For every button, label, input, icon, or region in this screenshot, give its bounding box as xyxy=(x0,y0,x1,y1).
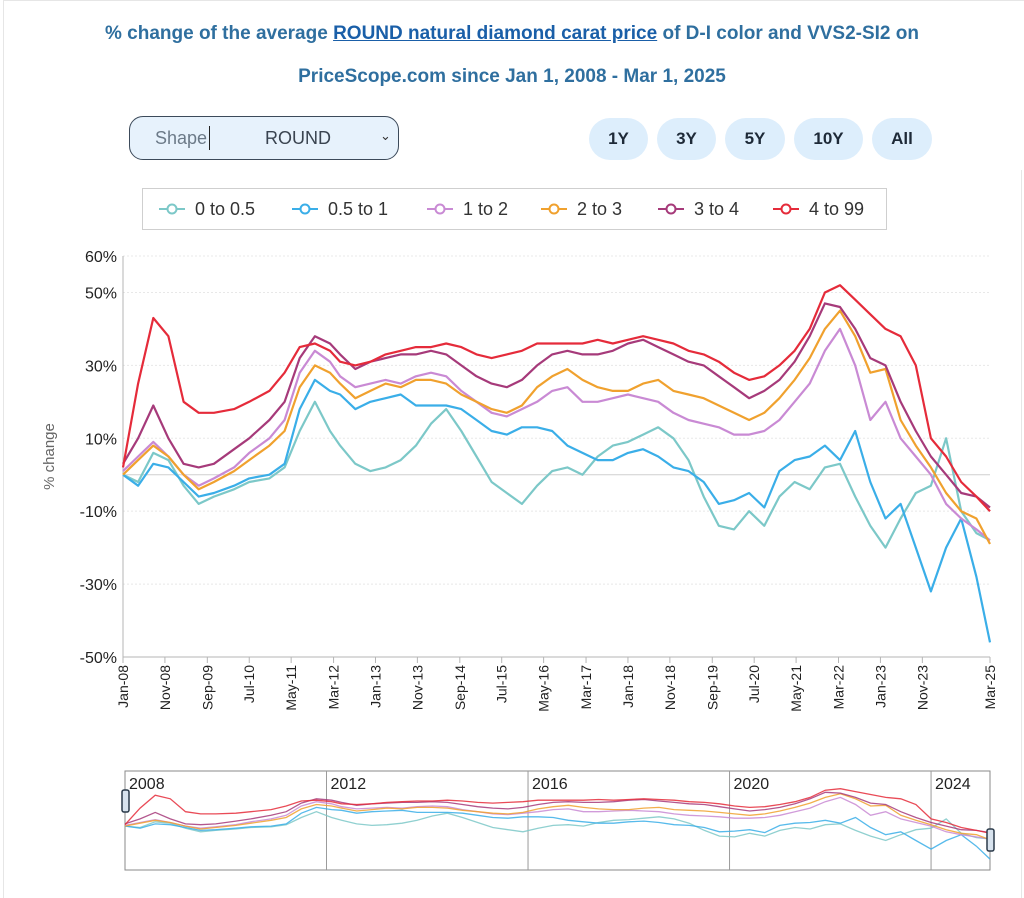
x-tick-label: Sep-09 xyxy=(199,665,215,710)
chevron-down-icon[interactable]: ⌄ xyxy=(380,128,391,143)
title-suffix: of D-I color and VVS2-SI2 on xyxy=(657,23,919,44)
navigator-series-line xyxy=(124,788,991,834)
navigator-series-line xyxy=(124,791,991,834)
frame-left-border xyxy=(3,0,4,898)
y-tick-label: -10% xyxy=(80,504,117,521)
shape-select[interactable]: Shape ROUND ⌄ xyxy=(129,116,399,160)
x-tick-label: Jan-23 xyxy=(872,665,888,708)
range-button-1y[interactable]: 1Y xyxy=(589,118,648,160)
x-tick-label: Jan-13 xyxy=(367,665,383,708)
navigator-year-label: 2024 xyxy=(935,776,971,793)
navigator-year-label: 2008 xyxy=(129,776,165,793)
x-tick-label: Jan-18 xyxy=(620,665,636,708)
legend-item-1-to-2[interactable]: 1 to 2 xyxy=(427,189,522,229)
series-line-0-to-0-5 xyxy=(122,400,991,549)
legend-item-4-to-99[interactable]: 4 to 99 xyxy=(773,189,878,229)
y-axis-title: % change xyxy=(41,423,58,490)
navigator-year-label: 2020 xyxy=(734,776,770,793)
range-button-10y[interactable]: 10Y xyxy=(794,118,863,160)
series-line-4-to-99 xyxy=(121,284,991,512)
x-tick-label: Jul-10 xyxy=(241,665,257,703)
shape-select-value: ROUND xyxy=(265,128,331,148)
legend-marker-icon xyxy=(541,203,567,215)
chart-title: % change of the average ROUND natural di… xyxy=(0,12,1024,98)
range-button-all[interactable]: All xyxy=(872,118,932,160)
navigator-series-line xyxy=(124,796,991,840)
y-tick-label: -50% xyxy=(80,650,117,667)
title-line-1: % change of the average ROUND natural di… xyxy=(0,12,1024,55)
x-tick-label: Mar-22 xyxy=(831,665,847,710)
range-button-5y[interactable]: 5Y xyxy=(725,118,785,160)
title-line-2: PriceScope.com since Jan 1, 2008 - Mar 1… xyxy=(298,66,726,87)
legend-label: 2 to 3 xyxy=(577,199,623,219)
legend-item-3-to-4[interactable]: 3 to 4 xyxy=(658,189,753,229)
legend-label: 4 to 99 xyxy=(809,199,865,219)
x-tick-label: Jan-08 xyxy=(115,665,131,708)
series-line-0-5-to-1 xyxy=(122,378,992,643)
legend-label: 0.5 to 1 xyxy=(328,199,389,219)
navigator-series-line xyxy=(124,793,991,841)
legend-marker-icon xyxy=(159,203,185,215)
frame-right-border xyxy=(1021,170,1022,898)
navigator-year-label: 2012 xyxy=(331,776,367,793)
legend-marker-icon xyxy=(292,203,318,215)
x-tick-label: May-11 xyxy=(283,665,299,711)
x-tick-label: Sep-19 xyxy=(704,665,720,710)
frame-top-border xyxy=(3,0,1024,1)
x-tick-label: Nov-08 xyxy=(157,665,173,710)
y-tick-label: 50% xyxy=(85,285,117,302)
y-tick-label: 30% xyxy=(85,358,117,375)
series-line-2-to-3 xyxy=(122,309,991,545)
title-link[interactable]: ROUND natural diamond carat price xyxy=(333,23,658,44)
x-tick-label: May-16 xyxy=(536,665,552,712)
x-tick-label: Jul-15 xyxy=(494,665,510,703)
series-line-3-to-4 xyxy=(122,302,991,509)
x-tick-label: Mar-25 xyxy=(982,665,998,710)
navigator-year-label: 2016 xyxy=(532,776,568,793)
x-tick-label: Nov-13 xyxy=(409,665,425,710)
x-tick-label: Nov-18 xyxy=(662,665,678,710)
x-tick-label: Nov-23 xyxy=(914,665,930,710)
legend-label: 1 to 2 xyxy=(463,199,509,219)
legend-label: 0 to 0.5 xyxy=(195,199,256,219)
legend-marker-icon xyxy=(658,203,684,215)
legend-marker-icon xyxy=(773,203,799,215)
x-tick-label: Sep-14 xyxy=(452,665,468,710)
legend-marker-icon xyxy=(427,203,453,215)
x-tick-label: Mar-12 xyxy=(326,665,342,710)
text-cursor xyxy=(209,126,210,150)
y-tick-label: 10% xyxy=(85,431,117,448)
legend-item-0-to-0-5[interactable]: 0 to 0.5 xyxy=(159,189,271,229)
x-tick-label: Jul-20 xyxy=(746,665,762,703)
shape-select-label: Shape xyxy=(155,128,208,148)
navigator-right-handle[interactable] xyxy=(986,828,995,852)
title-prefix: % change of the average xyxy=(104,23,334,44)
legend-label: 3 to 4 xyxy=(694,199,740,219)
navigator-series-line xyxy=(124,811,991,842)
legend-item-0-5-to-1[interactable]: 0.5 to 1 xyxy=(292,189,404,229)
series-line-1-to-2 xyxy=(122,327,991,542)
y-tick-label: -30% xyxy=(80,577,117,594)
navigator-series-line xyxy=(124,806,991,860)
x-tick-label: May-21 xyxy=(788,665,804,712)
range-button-3y[interactable]: 3Y xyxy=(657,118,716,160)
legend: 0 to 0.5 0.5 to 1 1 to 2 2 to 3 3 to 4 4… xyxy=(142,188,887,230)
y-tick-label: 60% xyxy=(85,249,117,266)
x-tick-label: Mar-17 xyxy=(578,665,594,710)
navigator-left-handle[interactable] xyxy=(121,789,130,813)
legend-item-2-to-3[interactable]: 2 to 3 xyxy=(541,189,636,229)
